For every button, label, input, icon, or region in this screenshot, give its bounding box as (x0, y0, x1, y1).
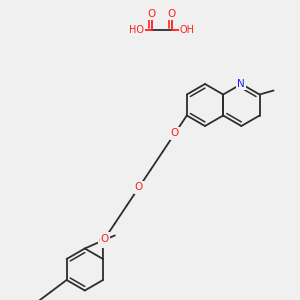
Text: O: O (148, 9, 156, 19)
Text: HO: HO (130, 25, 145, 35)
Text: O: O (168, 9, 176, 19)
Text: OH: OH (179, 25, 194, 35)
Text: O: O (101, 233, 109, 244)
Text: O: O (99, 236, 107, 247)
Text: O: O (171, 128, 179, 139)
Text: O: O (135, 182, 143, 193)
Text: N: N (238, 79, 245, 89)
